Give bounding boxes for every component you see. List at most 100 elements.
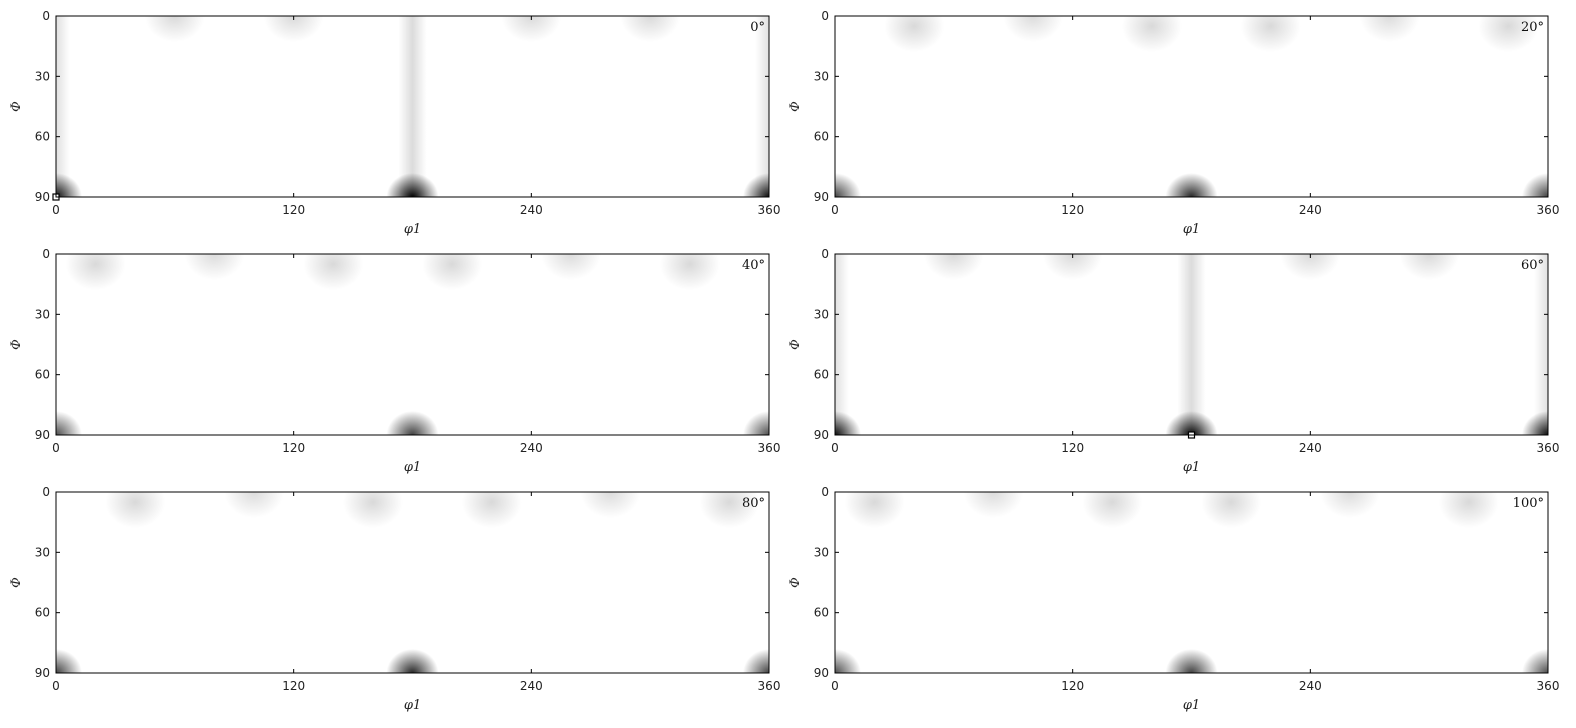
intensity-peak — [884, 16, 945, 53]
axes-frame — [55, 253, 770, 436]
y-tick-label: 90 — [814, 666, 829, 680]
panel-angle-label: 100° — [1513, 496, 1544, 511]
intensity-peak — [1003, 16, 1064, 42]
x-tick-label: 360 — [1537, 679, 1560, 693]
intensity-peak — [184, 254, 245, 280]
axes-frame — [834, 491, 1549, 674]
intensity-peak — [743, 649, 769, 673]
y-tick-label: 30 — [814, 69, 829, 83]
y-axis-label: Φ — [9, 101, 24, 112]
y-tick-label: 60 — [814, 368, 829, 382]
intensity-peak — [386, 173, 439, 197]
y-tick-label: 0 — [821, 485, 829, 499]
panel-angle-label: 20° — [1521, 20, 1544, 35]
intensity-peak — [386, 411, 439, 435]
y-tick-label: 90 — [35, 666, 50, 680]
x-tick-label: 240 — [520, 203, 543, 217]
intensity-peak — [659, 254, 720, 291]
y-tick-label: 30 — [35, 69, 50, 83]
intensity-peak — [835, 173, 861, 197]
y-tick-label: 0 — [821, 247, 829, 261]
intensity-streak — [835, 254, 849, 435]
intensity-peak — [65, 254, 126, 291]
odf-panel-5: 0 120 240 360 0 30 60 90 φ1 Φ 80° — [9, 485, 781, 713]
intensity-peak — [1319, 492, 1380, 518]
intensity-peak — [620, 16, 681, 42]
y-axis-label: Φ — [788, 101, 803, 112]
x-tick-label: 0 — [52, 441, 60, 455]
y-tick-label: 30 — [35, 307, 50, 321]
x-axis-label: φ1 — [1183, 698, 1200, 713]
y-tick-label: 90 — [814, 190, 829, 204]
intensity-peak — [923, 254, 984, 280]
x-tick-label: 0 — [831, 441, 839, 455]
x-tick-label: 360 — [758, 679, 781, 693]
intensity-peak — [303, 254, 364, 291]
x-tick-label: 360 — [1537, 203, 1560, 217]
intensity-peak — [1522, 173, 1548, 197]
intensity-peak — [1082, 492, 1143, 529]
x-axis-label: φ1 — [404, 698, 421, 713]
intensity-streak — [56, 16, 70, 197]
intensity-streak — [1534, 254, 1548, 435]
x-tick-label: 240 — [1299, 203, 1322, 217]
axes-frame — [55, 491, 770, 674]
axes-frame — [55, 15, 770, 198]
intensity-peak — [1201, 492, 1262, 529]
intensity-peak — [56, 649, 82, 673]
y-tick-label: 0 — [42, 247, 50, 261]
intensity-peak — [835, 411, 861, 435]
x-axis-label: φ1 — [1183, 222, 1200, 237]
intensity-peak — [963, 492, 1024, 518]
intensity-peak — [1280, 254, 1341, 280]
x-tick-label: 120 — [282, 679, 305, 693]
intensity-peak — [743, 411, 769, 435]
intensity-peak — [501, 16, 562, 42]
y-tick-label: 0 — [821, 9, 829, 23]
y-tick-label: 90 — [35, 190, 50, 204]
odf-panel-3: 0 120 240 360 0 30 60 90 φ1 Φ 40° — [9, 247, 781, 475]
intensity-peak — [1522, 411, 1548, 435]
intensity-peak — [699, 492, 760, 529]
intensity-peak — [105, 492, 166, 529]
intensity-peak — [743, 173, 769, 197]
x-tick-label: 360 — [758, 441, 781, 455]
intensity-peak — [1240, 16, 1301, 53]
intensity-peak — [1165, 411, 1218, 435]
intensity-peak — [580, 492, 641, 518]
x-tick-label: 240 — [1299, 679, 1322, 693]
intensity-peak — [263, 16, 324, 42]
y-axis-label: Φ — [9, 339, 24, 350]
intensity-peak — [1438, 492, 1499, 529]
panel-angle-label: 40° — [742, 258, 765, 273]
y-tick-label: 90 — [814, 428, 829, 442]
axes-frame — [834, 253, 1549, 436]
plot-area — [835, 16, 1548, 197]
intensity-peak — [422, 254, 483, 291]
x-tick-label: 120 — [1061, 441, 1084, 455]
x-tick-label: 0 — [831, 679, 839, 693]
panel-angle-label: 0° — [750, 20, 765, 35]
y-tick-label: 60 — [35, 130, 50, 144]
intensity-peak — [1165, 173, 1218, 197]
y-tick-label: 0 — [42, 9, 50, 23]
y-axis-label: Φ — [788, 577, 803, 588]
panel-angle-label: 60° — [1521, 258, 1544, 273]
y-axis-label: Φ — [788, 339, 803, 350]
intensity-peak — [1359, 16, 1420, 42]
y-tick-label: 30 — [814, 307, 829, 321]
intensity-peak — [56, 173, 82, 197]
x-tick-label: 0 — [831, 203, 839, 217]
intensity-peak — [1042, 254, 1103, 280]
y-tick-label: 60 — [814, 606, 829, 620]
x-tick-label: 0 — [52, 679, 60, 693]
y-tick-label: 60 — [814, 130, 829, 144]
y-tick-label: 30 — [35, 545, 50, 559]
x-tick-label: 120 — [282, 203, 305, 217]
intensity-streak — [398, 16, 427, 197]
y-tick-label: 0 — [42, 485, 50, 499]
x-tick-label: 120 — [282, 441, 305, 455]
y-tick-label: 30 — [814, 545, 829, 559]
x-axis-label: φ1 — [1183, 460, 1200, 475]
